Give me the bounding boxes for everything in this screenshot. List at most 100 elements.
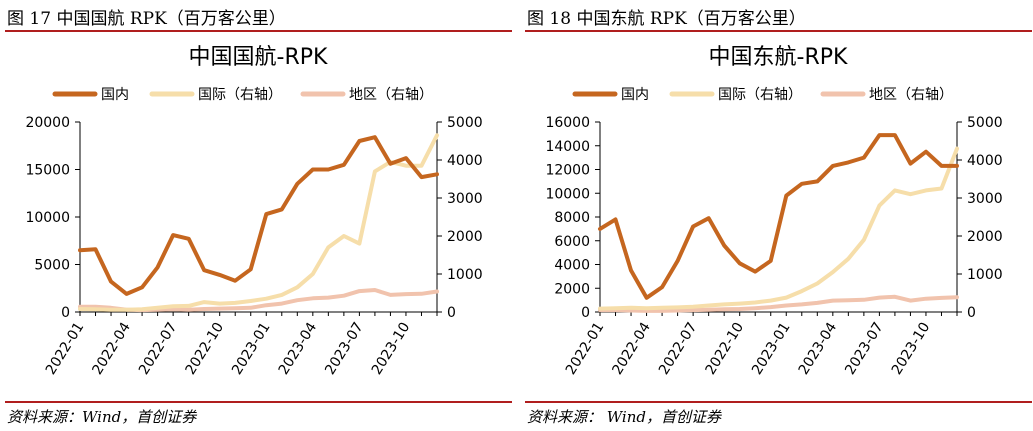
series-point-0 <box>707 216 711 220</box>
y-left-tick-label: 15000 <box>25 163 70 179</box>
series-point-0 <box>357 139 361 143</box>
series-point-0 <box>676 259 680 263</box>
series-point-2 <box>249 306 253 310</box>
series-point-1 <box>908 192 912 196</box>
series-point-0 <box>218 273 222 277</box>
series-point-1 <box>93 307 98 311</box>
series-point-1 <box>784 296 788 300</box>
series-point-2 <box>893 295 897 299</box>
series-point-2 <box>187 308 191 312</box>
y-right-tick-label: 0 <box>447 305 456 321</box>
series-line-0 <box>78 135 439 296</box>
series-point-0 <box>404 156 408 160</box>
y-left-tick-label: 0 <box>61 305 70 321</box>
series-point-0 <box>613 217 618 221</box>
series-point-2 <box>280 302 284 306</box>
y-right-tick-label: 0 <box>967 305 976 321</box>
series-point-0 <box>769 259 773 263</box>
y-right-tick-label: 1000 <box>447 267 483 283</box>
series-point-1 <box>753 300 757 305</box>
series-2 <box>598 294 959 313</box>
series-point-0 <box>877 133 881 137</box>
legend-label-1: 国际（右轴） <box>198 87 282 103</box>
top-rule <box>5 30 512 32</box>
series-point-0 <box>202 268 206 272</box>
y-right-tick-label: 5000 <box>967 115 1003 131</box>
figure-heading: 图 18 中国东航 RPK（百万客公里） <box>527 9 806 29</box>
y-left-tick-label: 5000 <box>34 258 70 274</box>
series-point-1 <box>373 169 377 173</box>
series-point-1 <box>691 305 695 309</box>
series-point-0 <box>738 261 742 265</box>
x-tick-label: 2022-07 <box>136 320 181 378</box>
series-point-2 <box>264 303 268 307</box>
series-point-0 <box>171 233 175 237</box>
x-tick-label: 2022-01 <box>563 320 608 378</box>
y-left-tick-label: 16000 <box>545 115 590 131</box>
legend-label-2: 地区（右轴） <box>869 87 953 103</box>
series-point-2 <box>722 307 726 311</box>
series-point-0 <box>93 247 98 251</box>
series-point-2 <box>769 305 773 309</box>
series-point-1 <box>202 300 206 304</box>
x-tick-label: 2023-04 <box>276 320 321 378</box>
series-point-1 <box>939 186 944 191</box>
y-left-tick-label: 20000 <box>25 115 70 131</box>
legend-label-2: 地区（右轴） <box>349 87 433 103</box>
series-point-2 <box>295 298 299 302</box>
series-point-0 <box>831 164 835 168</box>
series-point-1 <box>233 301 237 305</box>
series-point-0 <box>280 207 284 211</box>
y-left-tick-label: 6000 <box>554 234 590 250</box>
y-left-tick-label: 10000 <box>25 210 70 226</box>
series-point-2 <box>311 296 315 300</box>
series-point-1 <box>326 245 330 249</box>
series-point-1 <box>645 306 649 310</box>
x-tick-label: 2022-10 <box>183 320 228 378</box>
series-point-1 <box>598 307 602 311</box>
series-0 <box>78 135 439 296</box>
y-right-tick-label: 4000 <box>967 153 1003 169</box>
y-right-tick-label: 1000 <box>967 267 1003 283</box>
series-point-0 <box>784 194 788 198</box>
series-point-2 <box>691 308 695 312</box>
series-point-1 <box>924 188 928 192</box>
y-left-tick-label: 14000 <box>545 139 590 155</box>
series-point-0 <box>846 160 850 164</box>
series-point-1 <box>660 306 664 310</box>
x-tick-label: 2023-04 <box>796 320 841 378</box>
series-point-1 <box>311 272 315 276</box>
series-point-1 <box>109 308 113 312</box>
series-point-2 <box>815 301 819 305</box>
series-0 <box>598 133 959 300</box>
series-point-2 <box>738 307 742 311</box>
series-point-0 <box>140 285 144 289</box>
series-point-1 <box>280 293 284 297</box>
series-line-1 <box>598 146 959 311</box>
series-point-0 <box>598 227 602 231</box>
legend-label-0: 国内 <box>101 87 129 103</box>
series-point-0 <box>311 167 315 172</box>
series-point-1 <box>357 242 361 246</box>
series-point-2 <box>326 296 330 300</box>
bottom-rule <box>5 401 512 403</box>
series-point-2 <box>171 307 175 311</box>
series-point-2 <box>388 293 392 297</box>
series-point-0 <box>435 172 439 176</box>
series-point-1 <box>815 281 819 286</box>
rpk-chart-china-eastern: 中国东航-RPK 国内 国际（右轴） 地区（右轴） 0 2000 4000 6000 8000 1… <box>545 45 1003 378</box>
series-point-0 <box>295 182 299 186</box>
series-point-0 <box>753 270 757 274</box>
bottom-rule <box>525 401 1032 403</box>
series-point-2 <box>924 297 928 301</box>
series-point-1 <box>846 257 850 261</box>
series-point-2 <box>342 294 346 298</box>
series-point-0 <box>924 150 928 154</box>
series-1 <box>78 133 439 312</box>
series-point-1 <box>264 297 268 301</box>
source-note: 资料来源： Wind，首创证券 <box>527 408 721 426</box>
series-point-2 <box>707 308 711 312</box>
series-point-0 <box>326 167 330 172</box>
series-point-1 <box>862 238 866 242</box>
